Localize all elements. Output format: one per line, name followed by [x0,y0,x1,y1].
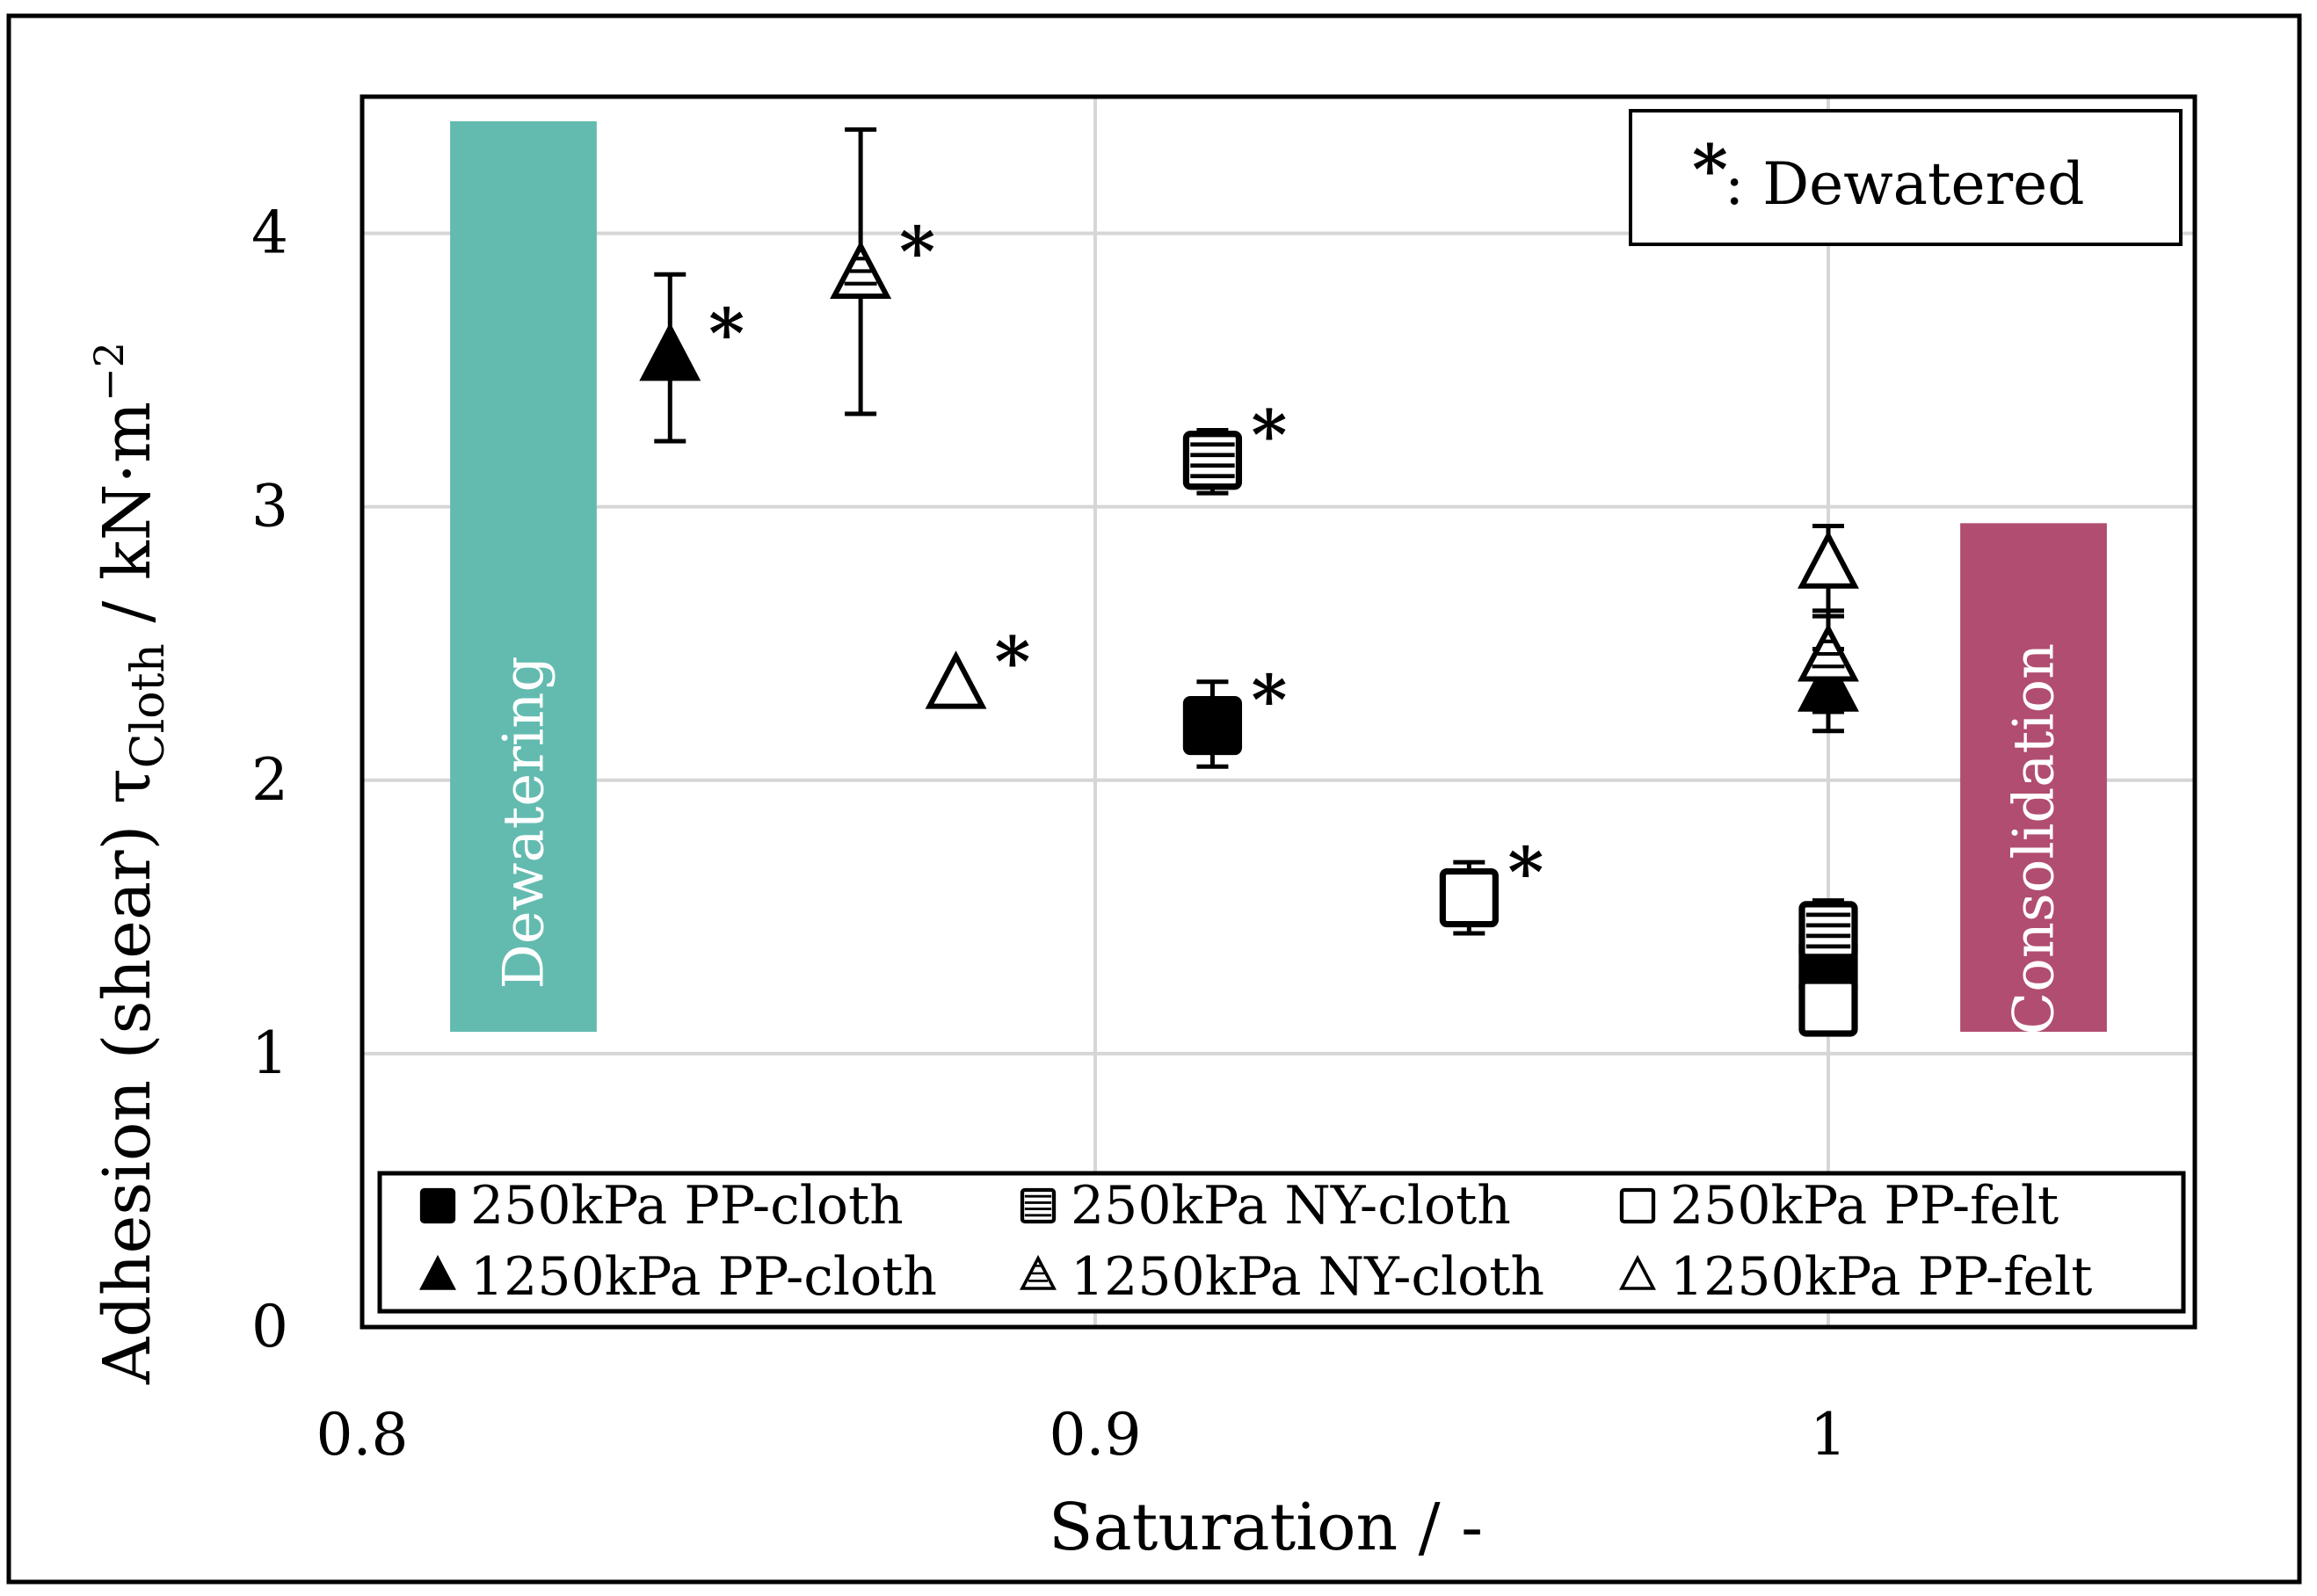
legend-item: 250kPa PP-cloth [419,1175,904,1237]
data-point [1798,901,1858,961]
legend-label: 250kPa PP-cloth [470,1175,904,1237]
data-point [639,322,701,381]
x-tick-label: 0.8 [316,1401,409,1469]
legend-box [377,1171,2186,1314]
dewatered-star: * [1251,395,1287,475]
tick-layer: 0 1 2 3 4 0.8 0.9 1 [251,200,1847,1469]
legend: 250kPa PP-cloth 250kPa NY-cloth 250kPa PP-… [377,1171,2186,1314]
marker-square [1619,1187,1656,1224]
legend-marker [1619,1254,1656,1290]
marker-square [1182,431,1243,490]
series-250kpa-ny-cloth: * [1182,395,1858,961]
y-tick-label: 2 [251,746,288,814]
data-point [1182,695,1243,756]
data-point [1798,977,1858,1037]
marker-triangle [639,322,701,381]
marker-triangle [925,650,987,709]
band-layer: Dewatering Consolidation [450,121,2107,1035]
marker-square [419,1187,456,1224]
legend-marker [419,1187,456,1224]
marker-square [1798,901,1858,961]
y-tick-label: 0 [251,1293,288,1360]
y-tick-label: 3 [251,473,288,540]
dewatering-band-label: Dewatering [491,657,556,990]
legend-item: 1250kPa PP-cloth [419,1246,937,1308]
legend-marker [1619,1187,1656,1224]
consolidation-band-label: Consolidation [2002,643,2067,1035]
dewatered-note: * : Dewatered [1629,109,2183,246]
outer-frame [6,13,2302,1585]
legend-marker [1020,1254,1057,1290]
y-axis-title: Adhesion (shear) τCloth / kN·m−2 [85,342,175,1385]
data-point [925,650,987,709]
marker-square [1020,1187,1057,1224]
legend-marker [1020,1187,1057,1224]
legend-label: 1250kPa PP-felt [1670,1246,2092,1308]
dewatered-star: * [995,622,1031,702]
data-point [830,240,892,299]
marker-triangle [419,1254,456,1290]
legend-label: 1250kPa PP-cloth [470,1246,937,1308]
legend-label: 250kPa PP-felt [1670,1175,2059,1237]
marker-square [1798,977,1858,1037]
legend-items: 250kPa PP-cloth 250kPa NY-cloth 250kPa PP-… [419,1175,2092,1308]
marker-triangle [1798,530,1859,589]
x-tick-label: 1 [1810,1401,1847,1469]
dewatered-star: * [1507,833,1543,913]
data-point [1439,867,1499,928]
series-layer: * * * * * * [639,127,1859,1037]
dewatering-band [450,121,597,1032]
y-tick-label: 4 [251,200,288,267]
note-text: : Dewatered [1725,150,2084,218]
series-1250kpa-pp-felt: * [925,523,1859,709]
y-tick-label: 1 [251,1019,288,1087]
series-250kpa-pp-felt: * [1439,833,1858,1037]
legend-item: 250kPa NY-cloth [1020,1175,1511,1237]
data-point [1798,623,1859,682]
marker-square [1182,695,1243,756]
legend-label: 250kPa NY-cloth [1071,1175,1511,1237]
plot-area-border [360,94,2197,1330]
dewatered-star: * [1251,661,1287,741]
marker-triangle [1619,1254,1656,1290]
legend-item: 1250kPa PP-felt [1619,1246,2092,1308]
data-point [1798,530,1859,589]
marker-square [1439,867,1499,928]
legend-item: 250kPa PP-felt [1619,1175,2059,1237]
data-point [1182,431,1243,490]
x-axis-title: Saturation / - [1049,1490,1483,1565]
x-tick-label: 0.9 [1050,1401,1142,1469]
note-star: * [1692,130,1728,210]
legend-item: 1250kPa NY-cloth [1020,1246,1544,1308]
legend-marker [419,1254,456,1290]
dewatered-star: * [899,212,935,292]
consolidation-band [1960,523,2107,1032]
series-1250kpa-ny-cloth: * [830,127,1859,715]
dewatered-star: * [708,294,744,374]
note-box [1629,109,2183,246]
legend-label: 1250kPa NY-cloth [1071,1246,1544,1308]
